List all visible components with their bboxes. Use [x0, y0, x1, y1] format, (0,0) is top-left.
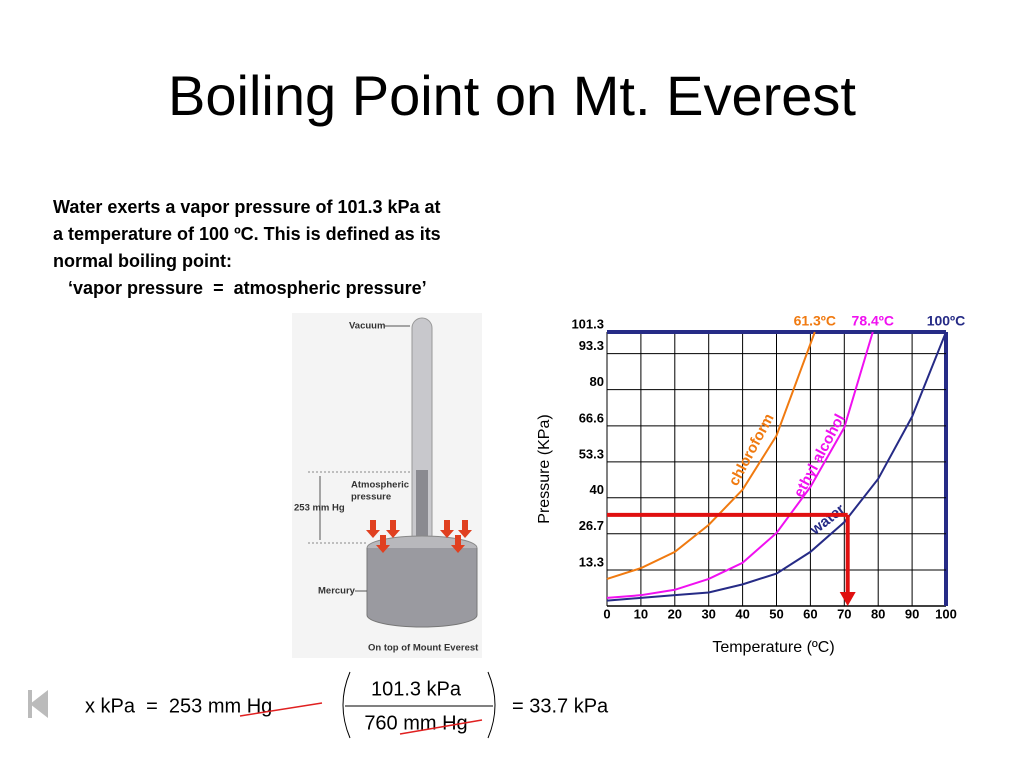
- y-tick-label: 93.3: [579, 338, 604, 353]
- y-tick-label: 101.3: [571, 316, 604, 331]
- x-axis-label: Temperature (ºC): [712, 639, 834, 656]
- x-tick-label: 100: [935, 606, 957, 621]
- chart: 0 10 20 30 40 50 60 70 80 90 100 13.3 26.7 40 53.3 66.6…: [536, 313, 965, 657]
- equation-result: = 33.7 kPa: [512, 695, 609, 717]
- y-tick-label: 53.3: [579, 446, 604, 461]
- y-tick-label: 80: [590, 374, 604, 389]
- barometer-label: Atmospheric: [351, 480, 409, 491]
- x-tick-label: 10: [634, 606, 648, 621]
- y-tick-label: 66.6: [579, 410, 604, 425]
- y-tick-label: 26.7: [579, 518, 604, 533]
- x-tick-label: 50: [769, 606, 783, 621]
- x-tick-label: 80: [871, 606, 885, 621]
- reading-arrowhead: [839, 592, 856, 606]
- x-tick-label: 40: [735, 606, 749, 621]
- annotation: 78.4ºC: [852, 313, 894, 329]
- numerator: 101.3 kPa: [371, 678, 462, 700]
- y-tick-label: 13.3: [579, 554, 604, 569]
- barometer-label: pressure: [351, 492, 391, 503]
- cancel-line: [399, 719, 483, 735]
- series-line: [606, 331, 874, 599]
- barometer: Vacuum Atmospheric pressure 253 mm Hg Me…: [292, 313, 482, 658]
- series-line: [606, 331, 816, 580]
- barometer-label: Vacuum: [349, 321, 385, 332]
- pressure-arrows: [366, 520, 472, 553]
- slide-title: Boiling Point on Mt. Everest: [168, 64, 856, 127]
- text-line: a temperature of 100 ºC. This is defined…: [53, 224, 441, 244]
- annotation: 100ºC: [927, 313, 966, 329]
- equation-left: x kPa = 253 mm Hg: [85, 695, 272, 717]
- dish: [366, 548, 478, 628]
- x-tick-label: 0: [603, 606, 610, 621]
- denominator: 760 mm Hg: [364, 712, 467, 734]
- text-line: normal boiling point:: [53, 251, 232, 271]
- barometer-label: Mercury: [318, 586, 356, 597]
- annotation: 61.3ºC: [794, 313, 836, 329]
- y-axis-label: Pressure (KPa): [536, 414, 553, 523]
- x-tick-label: 90: [905, 606, 919, 621]
- text-line: ‘vapor pressure = atmospheric pressure’: [53, 278, 427, 298]
- series-label: ethyl alcohol: [791, 411, 849, 500]
- x-tick-label: 20: [668, 606, 682, 621]
- x-tick-label: 30: [701, 606, 715, 621]
- barometer-caption: On top of Mount Everest: [368, 643, 479, 654]
- series-line: [606, 331, 947, 602]
- x-tick-label: 70: [837, 606, 851, 621]
- barometer-label: 253 mm Hg: [294, 503, 345, 514]
- y-tick-label: 40: [590, 482, 604, 497]
- nav-back[interactable]: [30, 690, 48, 718]
- x-tick-label: 60: [803, 606, 817, 621]
- series-label: water: [806, 501, 848, 539]
- equation: x kPa = 253 mm Hg 101.3 kPa 760 mm Hg = …: [28, 671, 609, 739]
- paren: [487, 671, 496, 739]
- paren: [342, 671, 351, 739]
- cancel-line: [239, 702, 323, 717]
- text-line: Water exerts a vapor pressure of 101.3 k…: [53, 197, 441, 217]
